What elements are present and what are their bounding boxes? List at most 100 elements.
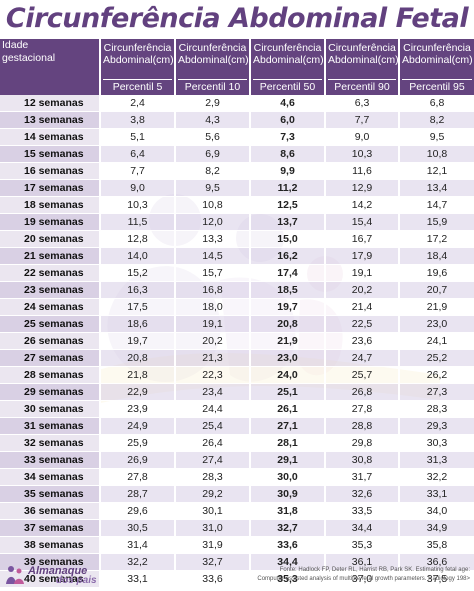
table-row: 37 semanas 30,5 31,0 32,7 34,4 34,9	[0, 519, 474, 537]
percentile-50-cell: 34,4	[250, 553, 326, 571]
percentile-95-header: Circunferência Abdominal(cm) Percentil 9…	[399, 39, 474, 95]
percentile-90-cell: 34,4	[325, 519, 400, 537]
percentile-5-cell: 9,0	[100, 179, 176, 197]
table-row: 23 semanas 16,3 16,8 18,5 20,2 20,7	[0, 281, 474, 299]
logo-subname: dos pais	[56, 575, 97, 586]
percentile-10-cell: 5,6	[175, 128, 251, 146]
gestational-age-cell: 24 semanas	[0, 298, 101, 316]
percentile-5-cell: 21,8	[100, 366, 176, 384]
percentile-50-cell: 11,2	[250, 179, 326, 197]
table-row: 17 semanas 9,0 9,5 11,2 12,9 13,4	[0, 179, 474, 197]
percentile-5-cell: 25,9	[100, 434, 176, 452]
percentile-95-cell: 32,2	[399, 468, 474, 486]
percentile-95-cell: 8,2	[399, 111, 474, 129]
table-row: 27 semanas 20,8 21,3 23,0 24,7 25,2	[0, 349, 474, 367]
percentile-95-cell: 36,6	[399, 553, 474, 571]
percentile-95-cell: 25,2	[399, 349, 474, 367]
percentile-50-cell: 20,8	[250, 315, 326, 333]
percentile-95-cell: 19,6	[399, 264, 474, 282]
gestational-age-cell: 33 semanas	[0, 451, 101, 469]
percentile-90-cell: 15,4	[325, 213, 400, 231]
percentile-50-cell: 16,2	[250, 247, 326, 265]
percentile-90-cell: 17,9	[325, 247, 400, 265]
percentile-10-cell: 31,9	[175, 536, 251, 554]
percentile-90-cell: 14,2	[325, 196, 400, 214]
percentile-5-cell: 32,2	[100, 553, 176, 571]
table-row: 40 semanas 33,1 33,6 35,3 37,0 37,5	[0, 570, 474, 588]
table-body: 12 semanas 2,4 2,9 4,6 6,3 6,8 13 semanas 3,8 4,…	[0, 95, 474, 588]
percentile-5-cell: 7,7	[100, 162, 176, 180]
percentile-95-cell: 12,1	[399, 162, 474, 180]
percentile-10-cell: 28,3	[175, 468, 251, 486]
percentile-10-cell: 30,1	[175, 502, 251, 520]
percentile-95-cell: 10,8	[399, 145, 474, 163]
gestational-age-cell: 37 semanas	[0, 519, 101, 537]
percentile-10-cell: 6,9	[175, 145, 251, 163]
percentile-10-cell: 2,9	[175, 95, 251, 112]
percentile-10-cell: 4,3	[175, 111, 251, 129]
table-header: Idade gestacional Circunferência Abdomin…	[0, 39, 474, 95]
percentile-10-cell: 16,8	[175, 281, 251, 299]
percentile-90-cell: 30,8	[325, 451, 400, 469]
table-row: 16 semanas 7,7 8,2 9,9 11,6 12,1	[0, 162, 474, 180]
percentile-10-cell: 15,7	[175, 264, 251, 282]
percentile-50-cell: 30,0	[250, 468, 326, 486]
table-row: 13 semanas 3,8 4,3 6,0 7,7 8,2	[0, 111, 474, 129]
percentile-10-cell: 14,5	[175, 247, 251, 265]
percentile-50-cell: 18,5	[250, 281, 326, 299]
percentile-95-cell: 15,9	[399, 213, 474, 231]
gestational-age-cell: 21 semanas	[0, 247, 101, 265]
percentile-90-cell: 32,6	[325, 485, 400, 503]
percentile-50-cell: 29,1	[250, 451, 326, 469]
gestational-age-cell: 27 semanas	[0, 349, 101, 367]
percentile-5-cell: 6,4	[100, 145, 176, 163]
percentile-5-cell: 30,5	[100, 519, 176, 537]
abdominal-circumference-table: Idade gestacional Circunferência Abdomin…	[0, 39, 474, 588]
percentile-95-cell: 30,3	[399, 434, 474, 452]
percentile-95-cell: 24,1	[399, 332, 474, 350]
percentile-5-cell: 17,5	[100, 298, 176, 316]
table-row: 33 semanas 26,9 27,4 29,1 30,8 31,3	[0, 451, 474, 469]
percentile-5-cell: 24,9	[100, 417, 176, 435]
percentile-5-cell: 15,2	[100, 264, 176, 282]
percentile-5-cell: 33,1	[100, 570, 176, 588]
percentile-10-cell: 29,2	[175, 485, 251, 503]
gestational-age-cell: 23 semanas	[0, 281, 101, 299]
percentile-90-cell: 10,3	[325, 145, 400, 163]
percentile-50-cell: 28,1	[250, 434, 326, 452]
percentile-10-cell: 24,4	[175, 400, 251, 418]
percentile-10-cell: 21,3	[175, 349, 251, 367]
percentile-90-cell: 9,0	[325, 128, 400, 146]
percentile-90-cell: 12,9	[325, 179, 400, 197]
percentile-95-cell: 35,8	[399, 536, 474, 554]
percentile-90-cell: 21,4	[325, 298, 400, 316]
gestational-age-cell: 12 semanas	[0, 95, 101, 112]
gestational-age-cell: 34 semanas	[0, 468, 101, 486]
percentile-90-cell: 31,7	[325, 468, 400, 486]
gestational-age-cell: 40 semanas	[0, 570, 101, 588]
percentile-10-cell: 23,4	[175, 383, 251, 401]
gestational-age-cell: 20 semanas	[0, 230, 101, 248]
percentile-10-cell: 33,6	[175, 570, 251, 588]
table-row: 28 semanas 21,8 22,3 24,0 25,7 26,2	[0, 366, 474, 384]
table-row: 26 semanas 19,7 20,2 21,9 23,6 24,1	[0, 332, 474, 350]
percentile-5-cell: 22,9	[100, 383, 176, 401]
gestational-age-cell: 32 semanas	[0, 434, 101, 452]
family-logo-icon	[6, 566, 24, 584]
percentile-50-cell: 27,1	[250, 417, 326, 435]
percentile-95-cell: 34,0	[399, 502, 474, 520]
logo-name: Almanaque	[28, 565, 88, 577]
percentile-50-cell: 26,1	[250, 400, 326, 418]
percentile-90-cell: 20,2	[325, 281, 400, 299]
percentile-50-cell: 35,3	[250, 570, 326, 588]
percentile-50-header: Circunferência Abdominal(cm) Percentil 5…	[250, 39, 326, 95]
gestational-age-cell: 38 semanas	[0, 536, 101, 554]
percentile-5-cell: 31,4	[100, 536, 176, 554]
table-row: 22 semanas 15,2 15,7 17,4 19,1 19,6	[0, 264, 474, 282]
gestational-age-cell: 26 semanas	[0, 332, 101, 350]
percentile-50-cell: 21,9	[250, 332, 326, 350]
percentile-5-cell: 27,8	[100, 468, 176, 486]
gestational-age-cell: 31 semanas	[0, 417, 101, 435]
percentile-95-cell: 18,4	[399, 247, 474, 265]
gestational-age-cell: 30 semanas	[0, 400, 101, 418]
